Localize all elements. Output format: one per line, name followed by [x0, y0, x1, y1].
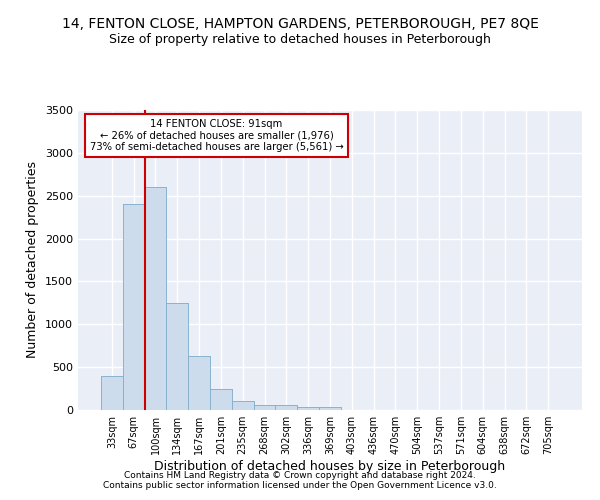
Bar — [319, 408, 341, 410]
Text: 14 FENTON CLOSE: 91sqm
← 26% of detached houses are smaller (1,976)
73% of semi-: 14 FENTON CLOSE: 91sqm ← 26% of detached… — [89, 119, 343, 152]
Bar — [101, 376, 123, 410]
Text: Contains HM Land Registry data © Crown copyright and database right 2024.: Contains HM Land Registry data © Crown c… — [124, 470, 476, 480]
Text: 14, FENTON CLOSE, HAMPTON GARDENS, PETERBOROUGH, PE7 8QE: 14, FENTON CLOSE, HAMPTON GARDENS, PETER… — [62, 18, 538, 32]
Bar — [297, 408, 319, 410]
Bar — [166, 303, 188, 410]
Bar — [232, 402, 254, 410]
Bar — [297, 408, 319, 410]
Bar — [123, 204, 145, 410]
Bar — [275, 405, 297, 410]
Bar — [210, 388, 232, 410]
Text: Size of property relative to detached houses in Peterborough: Size of property relative to detached ho… — [109, 32, 491, 46]
Bar — [145, 187, 166, 410]
Bar — [254, 405, 275, 410]
Bar — [188, 356, 210, 410]
Y-axis label: Number of detached properties: Number of detached properties — [26, 162, 40, 358]
Bar — [166, 303, 188, 410]
Bar — [188, 356, 210, 410]
Bar — [232, 402, 254, 410]
Text: Contains public sector information licensed under the Open Government Licence v3: Contains public sector information licen… — [103, 480, 497, 490]
Bar — [319, 408, 341, 410]
Bar — [210, 388, 232, 410]
Bar — [254, 405, 275, 410]
Bar — [145, 187, 166, 410]
X-axis label: Distribution of detached houses by size in Peterborough: Distribution of detached houses by size … — [154, 460, 506, 473]
Bar — [123, 204, 145, 410]
Bar — [101, 376, 123, 410]
Bar — [275, 405, 297, 410]
